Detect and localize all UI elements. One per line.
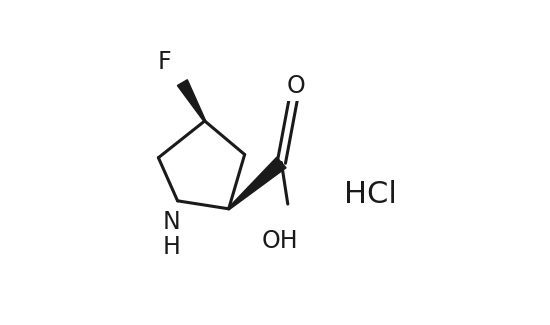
Text: H: H [162,235,180,259]
Text: N: N [162,210,180,234]
Text: O: O [287,74,305,98]
Text: OH: OH [261,229,298,253]
Polygon shape [178,80,206,122]
Polygon shape [228,157,286,210]
Text: HCl: HCl [344,180,397,209]
Text: F: F [158,50,172,74]
